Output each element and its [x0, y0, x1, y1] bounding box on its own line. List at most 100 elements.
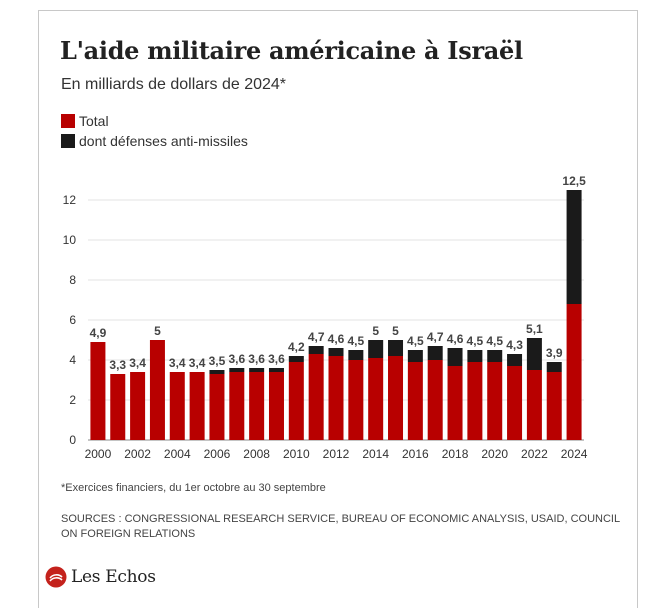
- bar-missile: [288, 356, 304, 362]
- bar-value-label: 5: [372, 324, 379, 338]
- bar-value-label: 4,9: [90, 326, 107, 340]
- bar-missile: [268, 368, 284, 372]
- bar-total: [268, 372, 284, 440]
- x-tick-label: 2014: [362, 447, 389, 461]
- chart-title: L'aide militaire américaine à Israël: [60, 36, 523, 65]
- bar-missile: [308, 346, 324, 354]
- x-tick-label: 2020: [481, 447, 508, 461]
- bar-total: [110, 374, 126, 440]
- bar-total: [130, 372, 146, 440]
- bar-total: [507, 366, 523, 440]
- footnote: *Exercices financiers, du 1er octobre au…: [61, 482, 326, 494]
- legend-label-total: Total: [79, 113, 109, 129]
- bar-missile: [447, 348, 463, 366]
- x-tick-label: 2018: [442, 447, 469, 461]
- bar-missile: [407, 350, 423, 362]
- les-echos-icon: [45, 566, 67, 588]
- bar-missile: [249, 368, 265, 372]
- bar-value-label: 4,6: [447, 332, 464, 346]
- bar-total: [467, 362, 483, 440]
- y-tick-label: 2: [69, 393, 76, 407]
- bar-total: [288, 362, 304, 440]
- x-tick-label: 2022: [521, 447, 548, 461]
- y-tick-label: 4: [69, 353, 76, 367]
- bar-missile: [487, 350, 503, 362]
- bar-value-label: 3,6: [248, 352, 265, 366]
- bar-value-label: 4,5: [347, 334, 364, 348]
- sources: SOURCES : CONGRESSIONAL RESEARCH SERVICE…: [61, 513, 620, 540]
- x-tick-label: 2008: [243, 447, 270, 461]
- bar-value-label: 4,7: [308, 330, 325, 344]
- bar-value-label: 3,6: [228, 352, 245, 366]
- bar-value-label: 4,5: [486, 334, 503, 348]
- les-echos-logo[interactable]: Les Echos: [45, 566, 156, 588]
- bar-total: [348, 360, 364, 440]
- bars: [90, 190, 582, 440]
- legend: Total dont défenses anti-missiles: [61, 111, 248, 151]
- bar-missile: [328, 348, 344, 356]
- bar-value-label: 4,5: [407, 334, 424, 348]
- legend-item-missile: dont défenses anti-missiles: [61, 131, 248, 151]
- bar-missile: [427, 346, 443, 360]
- bar-value-label: 12,5: [562, 174, 586, 188]
- bar-missile: [507, 354, 523, 366]
- bar-total: [149, 340, 165, 440]
- x-tick-label: 2004: [164, 447, 191, 461]
- bar-total: [447, 366, 463, 440]
- bar-total: [368, 358, 384, 440]
- x-tick-label: 2010: [283, 447, 310, 461]
- legend-label-missile: dont défenses anti-missiles: [79, 133, 248, 149]
- x-tick-label: 2012: [323, 447, 350, 461]
- bar-value-label: 4,2: [288, 340, 305, 354]
- bar-value-label: 3,5: [209, 354, 226, 368]
- bar-value-label: 4,7: [427, 330, 444, 344]
- bar-missile: [467, 350, 483, 362]
- bar-total: [90, 342, 106, 440]
- chart-subtitle: En milliards de dollars de 2024*: [61, 76, 287, 93]
- bar-value-label: 4,5: [467, 334, 484, 348]
- data-labels: 4,93,3 3,453,4 3,4 3,5 3,6 3,6 3,64,24,7 4,6 4,5…: [90, 174, 587, 372]
- bar-missile: [368, 340, 384, 358]
- bar-total: [189, 372, 205, 440]
- bar-missile: [348, 350, 364, 360]
- x-axis-ticks: 2000 2002 2004 2006 2008 2010 2012 2014 2016 2018…: [85, 447, 588, 461]
- bar-total: [388, 356, 404, 440]
- bar-total: [427, 360, 443, 440]
- bar-value-label: 3,3: [109, 358, 126, 372]
- y-tick-label: 12: [63, 193, 77, 207]
- bar-missile: [526, 338, 542, 370]
- y-tick-label: 0: [69, 433, 76, 447]
- bar-value-label: 5: [154, 324, 161, 338]
- bar-missile: [546, 362, 562, 372]
- bar-missile: [566, 190, 582, 304]
- bar-value-label: 3,9: [546, 346, 563, 360]
- bar-value-label: 3,6: [268, 352, 285, 366]
- y-tick-label: 10: [63, 233, 77, 247]
- bar-total: [487, 362, 503, 440]
- bar-value-label: 4,6: [328, 332, 345, 346]
- bar-value-label: 5: [392, 324, 399, 338]
- bar-value-label: 3,4: [129, 356, 146, 370]
- y-tick-label: 8: [69, 273, 76, 287]
- brand-name: Les Echos: [71, 567, 156, 587]
- x-tick-label: 2002: [124, 447, 151, 461]
- bar-missile: [209, 370, 225, 374]
- bar-total: [308, 354, 324, 440]
- bar-value-label: 3,4: [189, 356, 206, 370]
- bar-missile: [229, 368, 245, 372]
- bar-total: [526, 370, 542, 440]
- y-tick-label: 6: [69, 313, 76, 327]
- bar-total: [229, 372, 245, 440]
- bar-total: [328, 356, 344, 440]
- bar-value-label: 3,4: [169, 356, 186, 370]
- bar-total: [169, 372, 185, 440]
- x-tick-label: 2006: [204, 447, 231, 461]
- legend-swatch-total: [61, 114, 75, 128]
- legend-item-total: Total: [61, 111, 248, 131]
- bar-value-label: 4,3: [506, 338, 523, 352]
- bar-total: [407, 362, 423, 440]
- bar-total: [249, 372, 265, 440]
- legend-swatch-missile: [61, 134, 75, 148]
- bar-total: [566, 304, 582, 440]
